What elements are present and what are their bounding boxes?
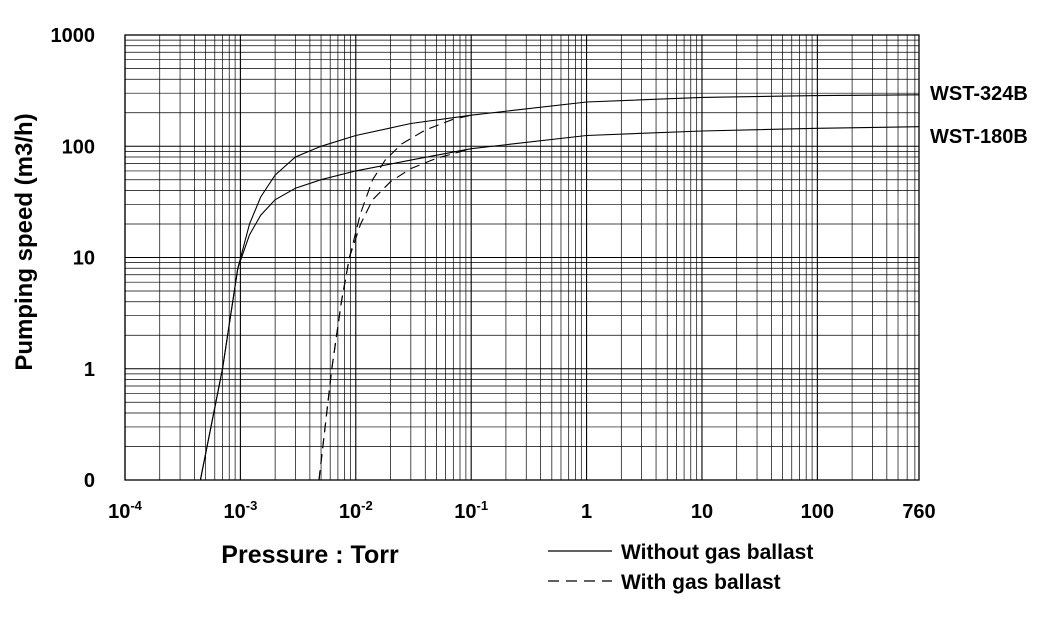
y-tick-labels: 0 1 10 100 1000	[51, 25, 96, 492]
series-line-wst-324b-dashed	[318, 114, 472, 481]
series-label-wst-180b: WST-180B	[930, 126, 1028, 148]
y-axis-label: Pumping speed (m3/h)	[11, 113, 38, 370]
series-line-wst-324b-solid	[199, 94, 920, 481]
series-label-wst-324b: WST-324B	[930, 83, 1028, 105]
x-tick-label: 10-2	[339, 498, 373, 523]
plot-frame	[124, 34, 920, 481]
x-tick-label: 100	[801, 501, 834, 523]
x-tick-label: 10-1	[454, 498, 488, 523]
grid	[124, 35, 919, 481]
x-tick-label: 10	[691, 501, 713, 523]
x-axis-label: Pressure : Torr	[221, 541, 399, 569]
x-tick-label: 10-3	[223, 498, 257, 523]
x-tick-label: 760	[902, 501, 935, 523]
series-line-wst-180b-solid	[199, 126, 920, 481]
y-tick-label: 0	[84, 470, 95, 492]
x-tick-labels: 10-4 10-3 10-2 10-1 1 10 100 760	[108, 498, 936, 523]
y-tick-label: 1	[84, 359, 95, 381]
y-tick-label: 10	[73, 248, 95, 270]
x-tick-label: 10-4	[108, 498, 143, 523]
legend-label-with-gas-ballast: With gas ballast	[621, 571, 781, 594]
series-lines	[199, 94, 920, 481]
y-tick-label: 1000	[51, 25, 96, 47]
legend-label-without-gas-ballast: Without gas ballast	[621, 541, 813, 564]
legend: Without gas ballast With gas ballast	[548, 541, 813, 594]
y-tick-label: 100	[62, 136, 95, 158]
x-tick-label: 1	[581, 501, 592, 523]
series-line-wst-180b-dashed	[318, 148, 472, 481]
